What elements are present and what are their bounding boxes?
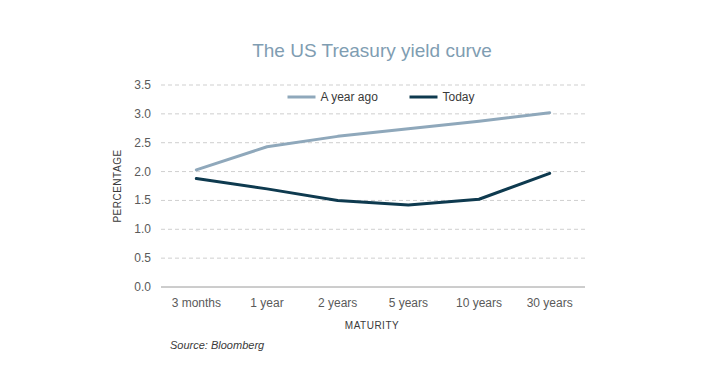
source-note: Source: Bloomberg (170, 339, 265, 351)
legend: A year ago Today (288, 90, 475, 104)
plot-area (196, 113, 549, 205)
x-tick-label: 5 years (389, 296, 428, 310)
x-tick-label: 30 years (527, 296, 573, 310)
grid-line (161, 113, 585, 114)
x-tick-label: 10 years (456, 296, 502, 310)
legend-label: A year ago (321, 90, 379, 104)
x-axis-title: MATURITY (345, 320, 399, 331)
y-tick-label: 2.0 (134, 165, 151, 179)
y-tick-label: 3.0 (134, 107, 151, 121)
series-line (196, 173, 549, 205)
x-axis-line (161, 287, 585, 288)
x-tick-label: 1 year (250, 296, 283, 310)
y-tick-label: 1.0 (134, 222, 151, 236)
y-tick-label: 1.5 (134, 193, 151, 207)
grid-line (161, 200, 585, 201)
chart-title: The US Treasury yield curve (252, 40, 492, 61)
y-tick-label: 3.5 (134, 78, 151, 92)
grid-line (161, 229, 585, 230)
y-axis-title: PERCENTAGE (112, 149, 123, 222)
legend-label: Today (443, 90, 475, 104)
chart-container: The US Treasury yield curve 0.0 0.5 1.0 1.5 2… (0, 0, 720, 388)
x-tick-label: 2 years (318, 296, 357, 310)
y-tick-label: 0.0 (134, 280, 151, 294)
legend-swatch (288, 96, 316, 99)
legend-swatch (410, 96, 438, 99)
grid-line (161, 258, 585, 259)
grid-line (161, 142, 585, 143)
y-tick-label: 0.5 (134, 251, 151, 265)
x-tick-label: 3 months (172, 296, 221, 310)
chart-svg: The US Treasury yield curve 0.0 0.5 1.0 1.5 2… (0, 0, 720, 388)
series-line (196, 113, 549, 170)
grid-line (161, 85, 585, 86)
grid-line (161, 171, 585, 172)
y-tick-label: 2.5 (134, 136, 151, 150)
